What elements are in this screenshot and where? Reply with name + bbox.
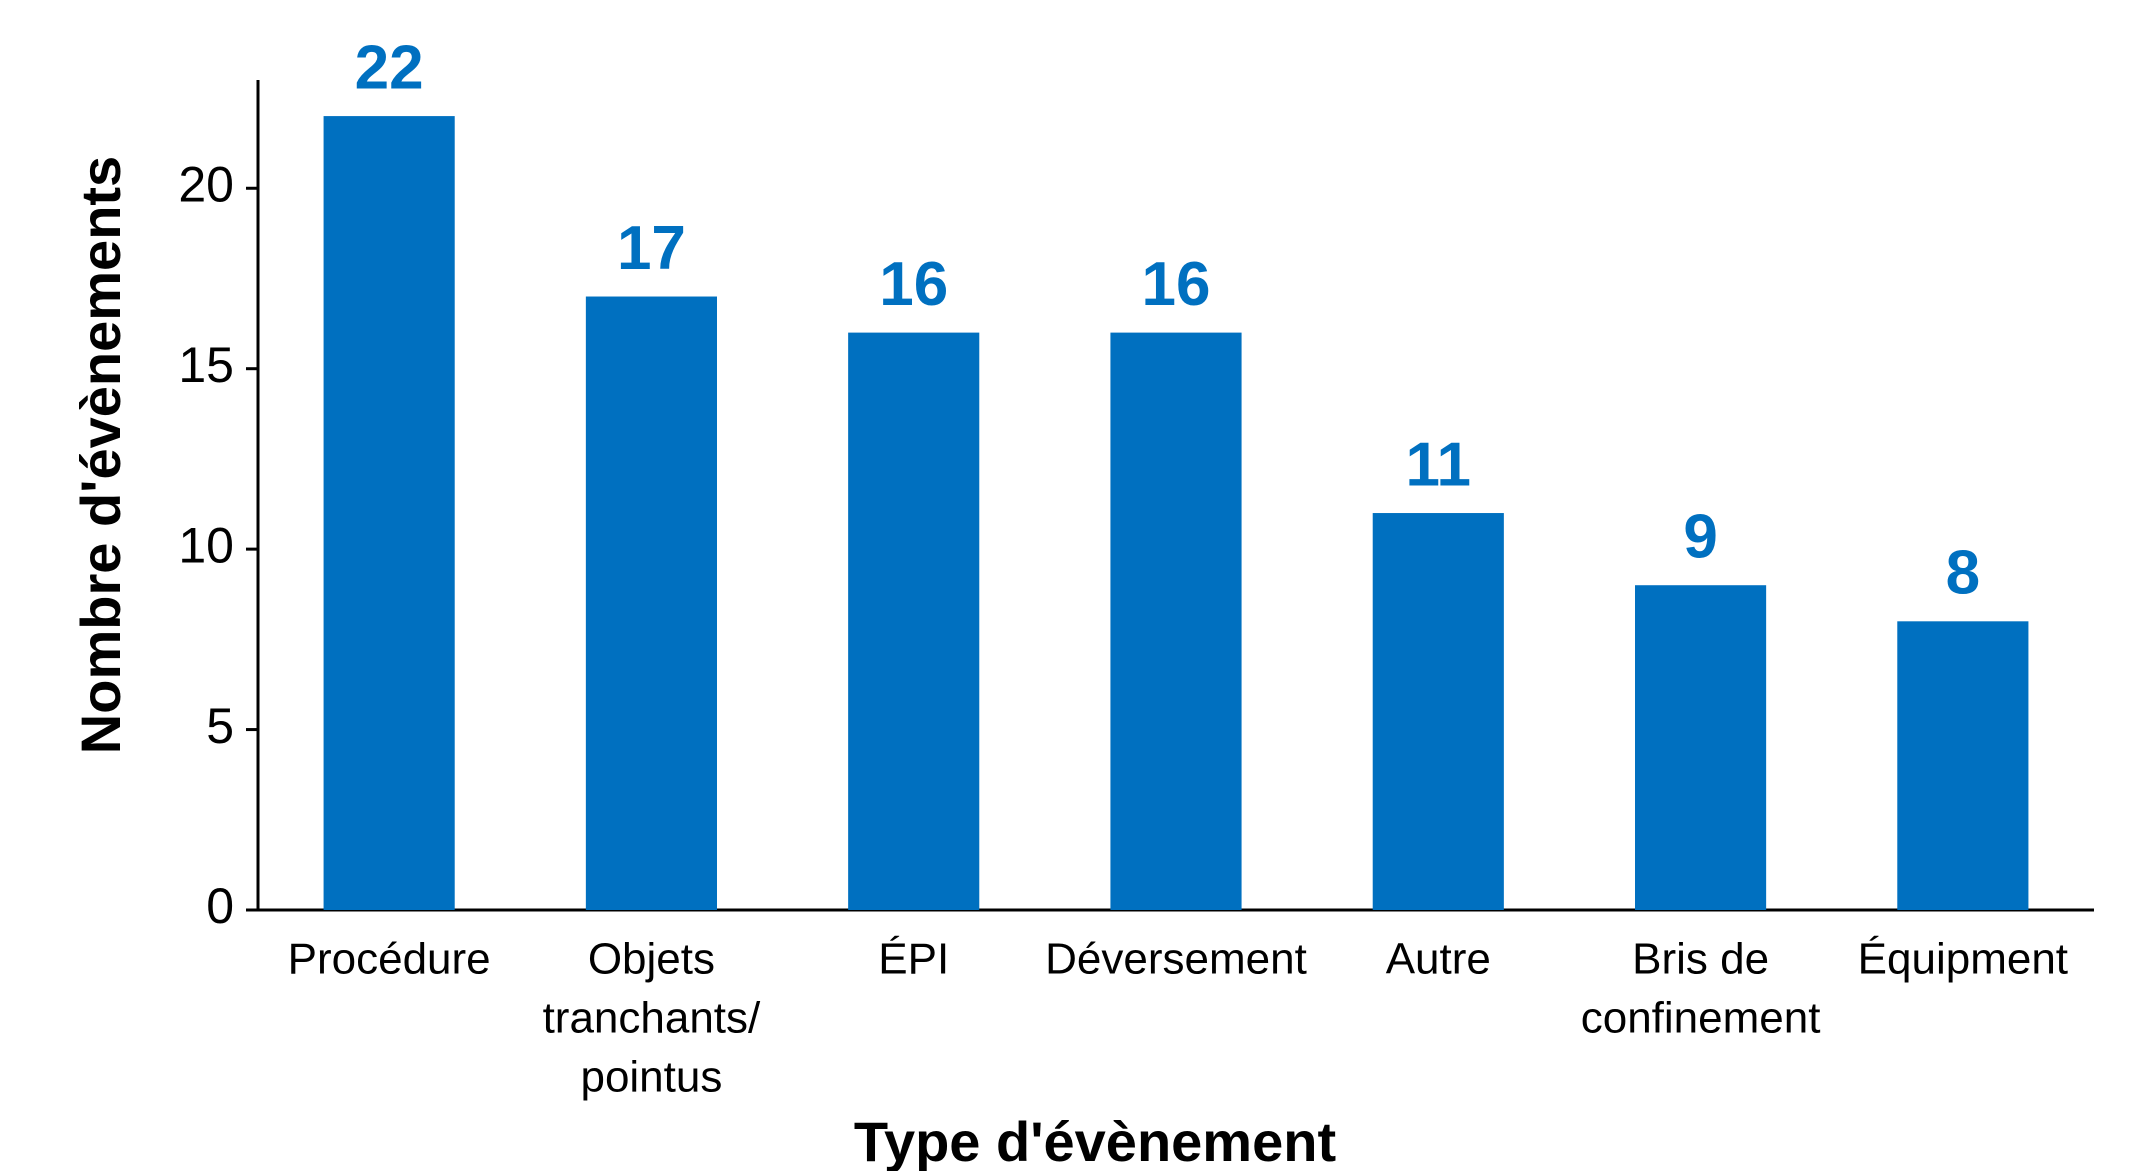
value-label: 17 [617, 214, 686, 283]
bar [1897, 621, 2029, 910]
value-label: 11 [1406, 430, 1472, 499]
value-label: 16 [1142, 250, 1211, 319]
x-tick-label: Procédure [288, 935, 491, 984]
x-tick-label: Équipment [1858, 935, 2068, 984]
bar [323, 116, 455, 910]
y-tick-label: 5 [206, 698, 234, 754]
value-label: 8 [1946, 539, 1980, 608]
x-tick-label: Autre [1386, 935, 1491, 984]
x-axis-title: Type d'évènement [854, 1110, 1336, 1171]
bar [1635, 585, 1767, 910]
y-tick-label: 15 [178, 337, 234, 393]
bar [585, 296, 717, 910]
value-label: 16 [879, 250, 948, 319]
x-tick-label: Bris de [1632, 935, 1769, 984]
bar [1372, 513, 1504, 910]
y-tick-label: 20 [178, 156, 234, 212]
x-tick-label: ÉPI [878, 935, 949, 984]
x-tick-label: pointus [580, 1053, 722, 1102]
y-tick-label: 0 [206, 878, 234, 934]
bar [1110, 332, 1242, 910]
bar [848, 332, 980, 910]
x-tick-label: Déversement [1045, 935, 1307, 984]
value-label: 22 [355, 33, 424, 102]
x-tick-label: Objets [588, 935, 715, 984]
x-tick-label: confinement [1581, 994, 1821, 1043]
value-label: 9 [1683, 503, 1717, 572]
y-axis-title: Nombre d'évènements [69, 156, 132, 754]
y-tick-label: 10 [178, 517, 234, 573]
x-tick-label: tranchants/ [543, 994, 761, 1043]
